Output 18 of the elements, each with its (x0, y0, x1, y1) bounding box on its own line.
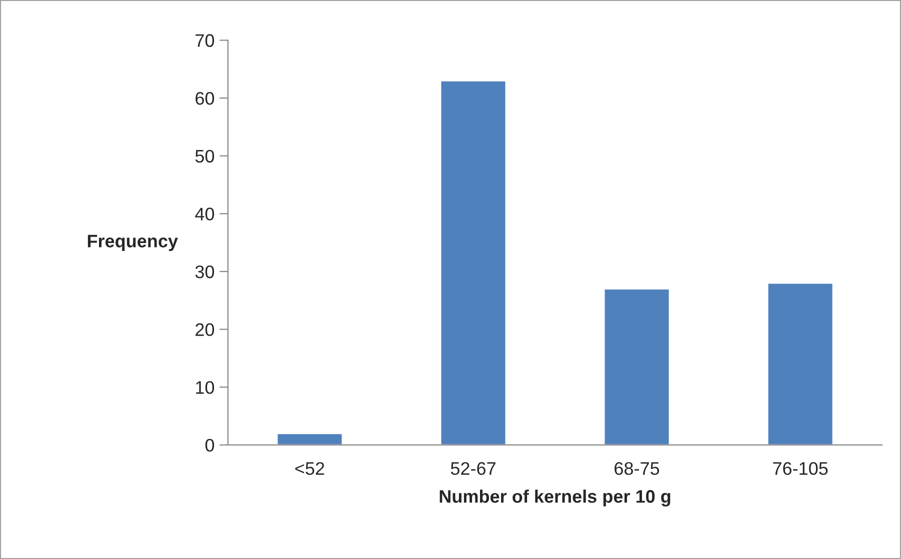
x-tick-label: 68-75 (614, 462, 660, 475)
y-tick-label: 0 (205, 438, 214, 452)
bar (276, 432, 344, 445)
x-tick-label: <52 (295, 462, 324, 475)
y-tick-label: 30 (195, 265, 214, 278)
bar (603, 288, 670, 445)
x-tick-label: 52-67 (450, 462, 496, 475)
x-axis-title: Number of kernels per 10 g (440, 490, 670, 506)
y-tick-label: 10 (196, 381, 214, 394)
y-tick-label: 70 (196, 34, 214, 47)
bar (440, 80, 507, 445)
x-tick-label: 76-105 (773, 462, 828, 475)
y-tick-label: 50 (195, 150, 214, 163)
y-tick-label: 40 (195, 208, 214, 220)
y-tick-label: 20 (196, 323, 214, 336)
y-axis-title: Frequency (88, 234, 178, 252)
y-tick-label: 60 (196, 92, 214, 105)
bar (766, 282, 834, 445)
